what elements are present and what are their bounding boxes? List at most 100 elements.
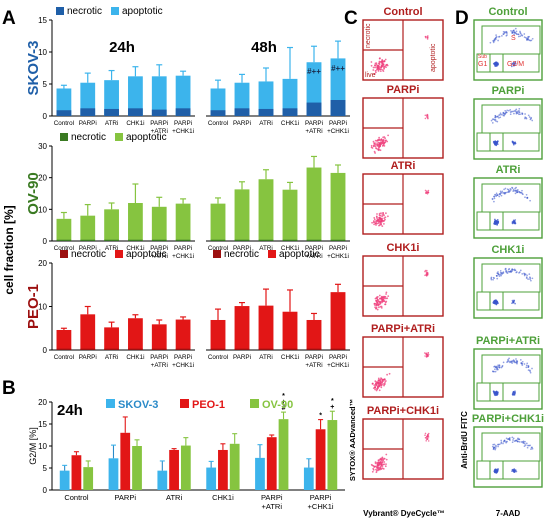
panel-a-category-label: +ATRi — [151, 128, 168, 135]
panel-d-plot-frame — [473, 177, 543, 239]
panel-d-event-dot — [494, 220, 497, 223]
panel-b-bar-ov-90 — [278, 419, 289, 490]
panel-d-event-dot — [500, 113, 503, 116]
panel-d-event-dot — [531, 119, 534, 122]
panel-d-event-dot — [499, 192, 502, 194]
panel-c-event-dot — [383, 384, 385, 387]
panel-d-event-dot — [498, 36, 500, 38]
panel-a-bar-necrotic — [234, 348, 250, 350]
panel-d-gate-g2m — [502, 382, 540, 402]
panel-d-event-dot — [496, 221, 499, 223]
panel-c-event-dot — [375, 471, 378, 474]
panel-d-event-dot — [512, 437, 515, 440]
panel-d-event-dot — [523, 36, 526, 38]
panel-c-event-dot — [426, 113, 429, 116]
panel-d-event-dot — [502, 30, 505, 33]
panel-d-event-dot — [509, 113, 512, 116]
panel-a-tick-label: 10 — [38, 48, 47, 57]
panel-d-event-dot — [495, 120, 497, 122]
panel-c-event-dot — [381, 69, 384, 71]
panel-b-category-label: Control — [64, 493, 89, 502]
panel-a-category-label: Control — [54, 120, 74, 127]
panel-c-event-dot — [378, 218, 380, 221]
panel-d-event-dot — [494, 370, 497, 373]
panel-a-category-label: ATRi — [105, 354, 119, 361]
panel-d-event-dot — [495, 65, 498, 67]
panel-c-event-dot — [425, 273, 428, 276]
panel-d-event-dot — [489, 41, 492, 44]
panel-a-bar-apoptotic — [80, 314, 96, 350]
panel-c-event-dot — [384, 218, 386, 221]
panel-a-tick-label: 10 — [38, 205, 47, 214]
panel-a-bar-necrotic — [282, 239, 298, 241]
panel-d-event-dot — [510, 29, 512, 32]
panel-d-event-dot — [490, 119, 493, 122]
panel-d-event-dot — [523, 363, 526, 365]
panel-c-event-dot — [382, 212, 384, 215]
panel-a-bar-necrotic — [258, 108, 274, 116]
panel-d-event-dot — [495, 392, 497, 395]
panel-d-event-dot — [513, 64, 516, 66]
panel-c-event-dot — [384, 139, 387, 142]
panel-a-tick-label: 10 — [38, 303, 47, 312]
panel-d-event-dot — [499, 113, 502, 116]
panel-d-event-dot — [502, 440, 505, 443]
panel-c-event-dot — [379, 458, 381, 461]
panel-d-event-dot — [494, 448, 497, 451]
panel-a-bar-apoptotic — [234, 306, 250, 350]
panel-d-event-dot — [502, 442, 504, 445]
panel-c-event-dot — [425, 36, 427, 39]
panel-d-event-dot — [503, 191, 506, 194]
panel-d-event-dot — [511, 63, 513, 65]
panel-d-event-dot — [495, 195, 497, 198]
panel-a-significance-mark: #++ — [307, 67, 321, 76]
panel-d-event-dot — [513, 112, 515, 115]
panel-d-event-dot — [496, 470, 498, 472]
panel-d-event-dot — [531, 446, 533, 449]
panel-c-event-dot — [380, 305, 383, 308]
panel-d-event-dot — [495, 34, 497, 36]
panel-c-flow-plots: Control necrotic live apoptotic PARPi ATRi CHK… — [348, 6, 445, 518]
panel-b-legend-swatch — [106, 399, 115, 408]
panel-d-event-dot — [500, 442, 503, 445]
panel-c-event-dot — [427, 189, 430, 192]
panel-d-event-dot — [514, 361, 517, 364]
panel-d-event-dot — [500, 194, 503, 197]
panel-c-event-dot — [387, 215, 389, 218]
panel-d-event-dot — [503, 188, 505, 191]
panel-d-event-dot — [529, 39, 532, 42]
panel-d-event-dot — [528, 116, 531, 118]
panel-d-gate-g2m — [502, 460, 540, 480]
panel-c-event-dot — [376, 296, 378, 298]
panel-d-event-dot — [498, 366, 501, 368]
panel-c-event-dot — [381, 295, 383, 298]
panel-a-tick-label: 0 — [43, 237, 48, 246]
panel-b-significance-mark: + — [330, 404, 334, 411]
panel-d-event-dot — [529, 371, 532, 374]
panel-c-event-dot — [377, 138, 380, 141]
panel-d-event-dot — [517, 440, 519, 443]
panel-d-event-dot — [511, 436, 514, 439]
panel-c-event-dot — [376, 461, 379, 464]
panel-d-gate-g2m — [502, 132, 540, 152]
panel-a-cell-line-label: OV-90 — [25, 172, 42, 215]
panel-d-event-dot — [506, 191, 509, 194]
panel-c-event-dot — [375, 224, 377, 226]
panel-d-event-dot — [513, 360, 516, 363]
panel-d-event-dot — [493, 370, 495, 373]
panel-d-gate-label-s: S — [511, 35, 516, 42]
panel-a-bar-apoptotic — [330, 172, 346, 241]
panel-c-event-dot — [374, 66, 376, 69]
panel-a-bar-apoptotic — [128, 76, 143, 116]
panel-b-category-label: ATRi — [166, 493, 182, 502]
panel-d-plot-frame — [473, 98, 543, 160]
panel-d-event-dot — [514, 190, 517, 192]
panel-d-event-dot — [491, 122, 494, 124]
panel-c-event-dot — [386, 297, 389, 300]
panel-a-legend-necrotic-swatch — [213, 250, 221, 258]
panel-a-category-label: PARPi — [233, 245, 251, 252]
panel-d-event-dot — [505, 440, 507, 443]
panel-d-event-dot — [491, 118, 494, 121]
panel-d-event-dot — [529, 276, 531, 279]
